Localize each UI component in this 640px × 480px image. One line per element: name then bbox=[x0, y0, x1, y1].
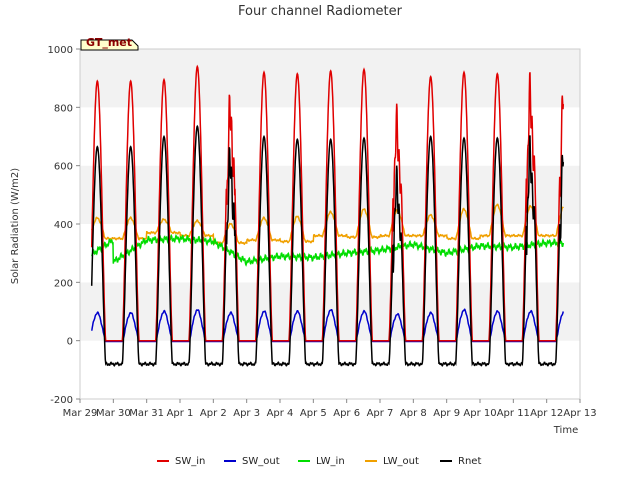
y-axis-label: Solar Radiation (W/m2) bbox=[10, 168, 21, 284]
x-tick-label: Apr 10 bbox=[463, 408, 496, 419]
x-tick-label: Apr 12 bbox=[530, 408, 563, 419]
y-tick-label: 200 bbox=[54, 278, 73, 289]
site-label-badge: GT_met bbox=[80, 36, 139, 51]
series-line-lw-out bbox=[90, 203, 564, 246]
x-tick-label: Apr 7 bbox=[367, 408, 394, 419]
x-tick-label: Apr 9 bbox=[433, 408, 460, 419]
x-tick-label: Apr 6 bbox=[333, 408, 360, 419]
legend-label-rnet: Rnet bbox=[458, 456, 481, 467]
x-tick-label: Apr 11 bbox=[497, 408, 530, 419]
y-tick-label: 400 bbox=[54, 220, 73, 231]
x-tick-label: Apr 3 bbox=[233, 408, 260, 419]
legend-label-sw-out: SW_out bbox=[242, 456, 280, 467]
legend-label-lw-out: LW_out bbox=[383, 456, 419, 467]
grid-band bbox=[80, 340, 580, 399]
y-tick-label: 600 bbox=[54, 162, 73, 173]
series-line-rnet bbox=[90, 124, 565, 367]
x-tick-label: Apr 13 bbox=[563, 408, 596, 419]
site-label-box bbox=[80, 39, 139, 51]
legend-label-lw-in: LW_in bbox=[316, 456, 345, 467]
grid-band bbox=[80, 224, 580, 283]
site-label-text: GT_met bbox=[86, 36, 132, 49]
grid-band bbox=[80, 107, 580, 166]
legend-label-sw-in: SW_in bbox=[175, 456, 205, 467]
y-tick-label: 800 bbox=[54, 103, 73, 114]
x-tick-label: Mar 29 bbox=[63, 408, 98, 419]
y-tick-label: -200 bbox=[50, 395, 73, 406]
x-tick-label: Apr 4 bbox=[267, 408, 294, 419]
x-axis-label: Time bbox=[553, 425, 578, 436]
x-tick-label: Apr 5 bbox=[300, 408, 327, 419]
x-tick-label: Apr 1 bbox=[167, 408, 194, 419]
x-tick-label: Mar 31 bbox=[129, 408, 164, 419]
x-tick-label: Mar 30 bbox=[96, 408, 131, 419]
x-tick-label: Apr 8 bbox=[400, 408, 427, 419]
series-line-sw-out bbox=[90, 308, 565, 343]
series-line-sw-in bbox=[90, 64, 565, 342]
series-layer bbox=[90, 64, 565, 367]
grid-band bbox=[80, 165, 580, 224]
x-tick-label: Apr 2 bbox=[200, 408, 227, 419]
y-tick-label: 0 bbox=[67, 337, 73, 348]
legend: SW_in SW_out LW_in LW_out Rnet bbox=[157, 456, 481, 467]
chart-title: Four channel Radiometer bbox=[238, 4, 403, 19]
y-axis-ticks: -200 0 200 400 600 800 1000 bbox=[48, 45, 80, 406]
y-tick-label: 1000 bbox=[48, 45, 73, 56]
